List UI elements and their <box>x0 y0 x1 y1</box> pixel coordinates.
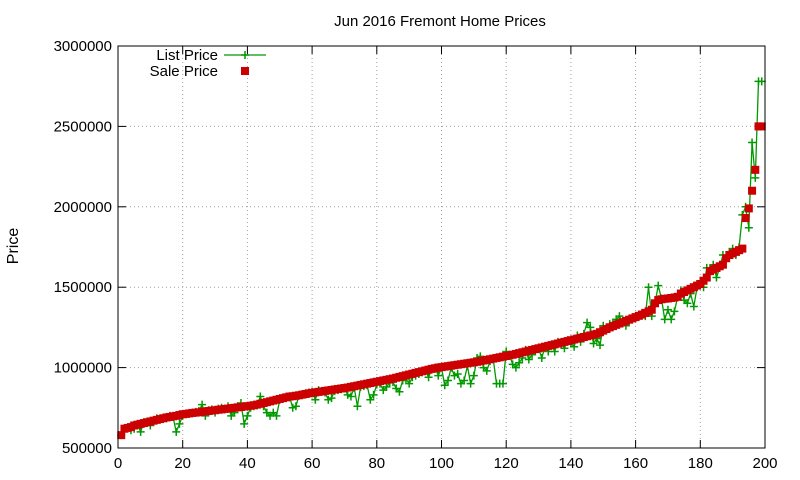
data-point <box>353 402 362 411</box>
data-point <box>346 392 355 401</box>
x-tick-label: 200 <box>752 455 777 472</box>
data-point <box>243 411 252 420</box>
data-point <box>738 244 747 253</box>
data-point <box>466 379 475 388</box>
y-axis-label: Price <box>5 228 22 265</box>
data-point <box>670 307 679 316</box>
y-tick-label: 1500000 <box>54 279 112 296</box>
data-point <box>748 186 757 195</box>
x-tick-label: 100 <box>429 455 454 472</box>
plot-frame <box>117 45 766 449</box>
grid <box>118 46 765 448</box>
data-point <box>741 214 750 223</box>
data-point <box>240 419 249 428</box>
data-point <box>327 394 336 403</box>
data-point <box>395 387 404 396</box>
series-layer <box>117 77 766 440</box>
x-tick-label: 20 <box>174 455 191 472</box>
x-tick-label: 0 <box>114 455 122 472</box>
data-point <box>647 305 656 314</box>
data-point <box>748 138 757 147</box>
data-point <box>498 379 507 388</box>
data-point <box>311 395 320 404</box>
x-tick-label: 80 <box>368 455 385 472</box>
data-point <box>663 305 672 314</box>
data-point <box>434 371 443 380</box>
legend: List Price Sale Price <box>150 47 266 80</box>
data-point <box>172 427 181 436</box>
data-point <box>683 299 692 308</box>
x-tick-label: 40 <box>239 455 256 472</box>
x-tick-label: 140 <box>558 455 583 472</box>
legend-label-list-price: List Price <box>156 47 218 64</box>
legend-swatch-sale-price <box>241 67 249 75</box>
x-tick-label: 160 <box>623 455 648 472</box>
data-point <box>272 411 281 420</box>
data-point <box>440 381 449 390</box>
data-point <box>291 402 300 411</box>
data-point <box>537 353 546 362</box>
data-point <box>667 315 676 324</box>
series-1 <box>117 122 766 440</box>
data-point <box>460 376 469 385</box>
data-point <box>586 323 595 332</box>
data-point <box>718 260 727 269</box>
data-point <box>654 281 663 290</box>
data-point <box>424 373 433 382</box>
data-point <box>751 165 760 174</box>
y-tick-label: 3000000 <box>54 38 112 55</box>
x-tick-label: 120 <box>494 455 519 472</box>
data-point <box>198 400 207 409</box>
chart-title: Jun 2016 Fremont Home Prices <box>334 13 546 30</box>
legend-label-sale-price: Sale Price <box>150 63 218 80</box>
data-point <box>443 376 452 385</box>
data-point <box>482 366 491 375</box>
data-point <box>366 395 375 404</box>
data-point <box>689 302 698 311</box>
data-point <box>712 273 721 282</box>
data-point <box>589 339 598 348</box>
data-point <box>136 427 145 436</box>
data-point <box>744 204 753 213</box>
data-point <box>175 419 184 428</box>
data-point <box>524 355 533 364</box>
data-point <box>751 173 760 182</box>
legend-marker-list-price <box>241 51 249 59</box>
data-point <box>405 379 414 388</box>
data-point <box>369 390 378 399</box>
data-point <box>702 273 711 282</box>
data-point <box>469 371 478 380</box>
data-point <box>757 122 766 131</box>
data-point <box>583 318 592 327</box>
data-point <box>511 363 520 372</box>
y-tick-label: 1000000 <box>54 360 112 377</box>
data-point <box>515 358 524 367</box>
data-point <box>453 370 462 379</box>
y-tick-label: 2000000 <box>54 199 112 216</box>
data-point <box>596 341 605 350</box>
y-tick-label: 2500000 <box>54 118 112 135</box>
data-point <box>644 283 653 292</box>
x-tick-label: 60 <box>304 455 321 472</box>
data-point <box>117 431 126 440</box>
axis-ticks: 0 20 40 60 80 100 120 140 160 180 200 500000 1000000… <box>54 38 778 472</box>
y-tick-label: 500000 <box>62 440 112 457</box>
data-point <box>757 77 766 86</box>
data-point <box>744 223 753 232</box>
x-tick-label: 180 <box>688 455 713 472</box>
